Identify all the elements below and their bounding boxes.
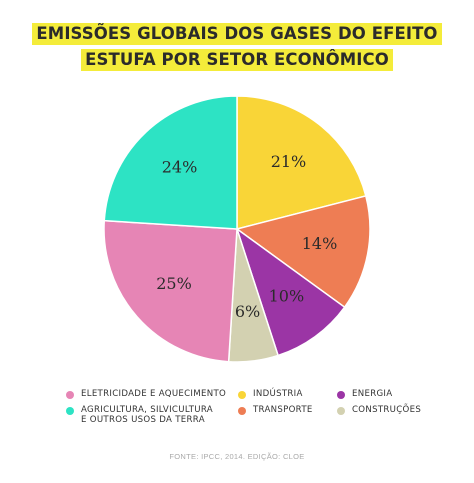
chart-title-line-1: EMISSÕES GLOBAIS DOS GASES DO EFEITO <box>32 23 442 45</box>
pie-slice-label-1: 21% <box>271 152 307 171</box>
pie-slice-5 <box>103 219 238 363</box>
pie-slice-label-4: 6% <box>235 302 260 321</box>
pie-slice-2 <box>235 195 371 309</box>
chart-title-line-2: ESTUFA POR SETOR ECONÔMICO <box>81 49 393 71</box>
source-note: FONTE: IPCC, 2014. EDIÇÃO: CLOE <box>169 452 305 461</box>
pie-slice-label-6: 24% <box>162 157 198 176</box>
pie-slice-label-3: 10% <box>269 286 305 305</box>
pie-slice-3 <box>235 227 346 357</box>
pie-slice-label-5: 25% <box>156 274 192 293</box>
pie-slice-1 <box>236 95 367 230</box>
chart-title: EMISSÕES GLOBAIS DOS GASES DO EFEITO EST… <box>0 23 474 71</box>
pie-slice-6 <box>103 95 238 230</box>
pie-slice-label-2: 14% <box>302 234 338 253</box>
